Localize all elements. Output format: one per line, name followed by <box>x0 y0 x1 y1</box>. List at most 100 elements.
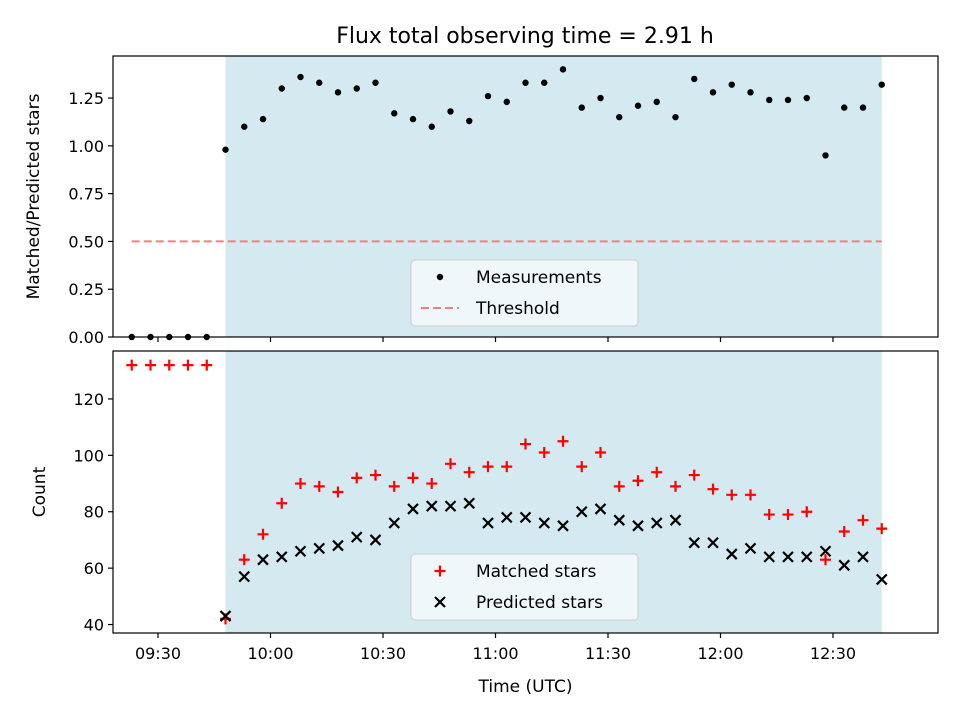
measurement-point <box>484 92 492 100</box>
predicted-star-point <box>257 553 269 566</box>
measurement-point <box>409 115 417 123</box>
predicted-star-point <box>425 500 438 512</box>
matched-star-point <box>482 461 494 473</box>
matched-star-point <box>651 466 663 478</box>
matched-star-point <box>163 359 175 371</box>
predicted-star-point <box>688 536 701 549</box>
measurement-point <box>728 81 735 88</box>
measurement-point <box>316 79 323 86</box>
count-legend: Matched stars Predicted stars <box>410 553 639 621</box>
measurement-point <box>578 104 585 111</box>
measurement-point <box>278 85 285 92</box>
measurement-point <box>353 85 360 92</box>
predicted-star-point <box>744 542 757 555</box>
predicted-star-point <box>782 551 794 563</box>
count-marks <box>126 359 888 625</box>
measurement-point <box>859 104 867 111</box>
measurement-point <box>784 96 792 104</box>
matched-star-point <box>857 514 869 526</box>
matched-star-point <box>445 458 456 470</box>
matched-star-point <box>520 438 531 450</box>
y-tick-label: 100 <box>73 446 104 465</box>
x-tick-label: 12:00 <box>697 644 743 663</box>
predicted-star-point <box>800 551 813 563</box>
predicted-star-point <box>575 505 588 518</box>
measurement-point <box>672 113 679 121</box>
ratio-legend: Measurements Threshold <box>410 259 639 327</box>
matched-star-point <box>707 483 719 495</box>
legend-marker <box>434 565 446 577</box>
x-tick-label: 11:30 <box>585 644 631 663</box>
count-x-axis: 09:30 10:00 10:30 11:00 11:30 12:00 12:30 <box>135 633 856 663</box>
legend-marker <box>434 596 446 608</box>
ratio-axes-frame <box>112 55 939 338</box>
legend-box <box>410 259 639 327</box>
count-y-axis: 40 60 80 100 120 <box>73 390 113 635</box>
matched-star-point <box>426 478 438 490</box>
matched-star-point <box>313 480 325 492</box>
matched-star-point <box>126 359 138 371</box>
measurement-point <box>822 152 829 159</box>
matched-star-point <box>576 461 588 473</box>
count-y-label: Count <box>30 466 50 517</box>
matched-star-point <box>145 359 156 371</box>
y-tick-label: 60 <box>84 559 104 578</box>
predicted-star-point <box>669 514 682 526</box>
legend-box <box>410 553 639 621</box>
matched-star-point <box>463 466 475 478</box>
matched-star-point <box>295 478 306 490</box>
measurement-point <box>222 146 229 153</box>
predicted-star-point <box>819 545 832 557</box>
matched-star-point <box>276 497 288 509</box>
predicted-star-point <box>613 514 626 526</box>
matched-star-point <box>726 489 738 501</box>
matched-star-point <box>595 447 606 459</box>
x-tick-label: 10:30 <box>360 644 406 663</box>
ratio-x-axis <box>157 337 834 342</box>
matched-star-point <box>801 506 813 518</box>
predicted-star-point <box>275 551 288 563</box>
matched-star-point <box>613 480 625 492</box>
measurement-point <box>428 123 435 130</box>
x-tick-label: 10:00 <box>247 644 293 663</box>
measurement-point <box>391 110 398 117</box>
matched-star-point <box>632 475 644 487</box>
matched-star-point <box>501 461 513 473</box>
matched-star-point <box>238 554 250 566</box>
predicted-star-point <box>875 573 888 586</box>
matched-star-point <box>388 480 400 492</box>
count-axes-frame <box>112 350 939 634</box>
matched-star-point <box>201 359 213 371</box>
matched-star-point <box>332 486 344 498</box>
x-tick-label: 12:30 <box>810 644 856 663</box>
measurement-point <box>541 79 548 86</box>
predicted-star-point <box>332 539 344 552</box>
predicted-star-point <box>857 551 869 563</box>
predicted-star-point <box>482 517 494 529</box>
measurement-point <box>616 113 623 121</box>
measurement-point <box>503 98 510 106</box>
predicted-star-point <box>707 536 719 549</box>
measurement-point <box>559 66 567 73</box>
predicted-star-point <box>294 545 307 557</box>
predicted-star-point <box>538 517 551 529</box>
predicted-star-point <box>463 497 476 510</box>
predicted-star-point <box>444 500 457 512</box>
y-tick-label: 40 <box>84 616 104 635</box>
matched-star-point <box>876 523 888 535</box>
y-tick-label: 0.00 <box>68 328 104 347</box>
predicted-star-point <box>388 517 401 529</box>
matched-star-point <box>820 554 831 566</box>
measurement-point <box>241 123 248 130</box>
predicted-star-point <box>369 534 382 546</box>
measurement-point <box>709 89 717 96</box>
ratio-y-axis: 0.00 0.25 0.50 0.75 1.00 1.25 <box>68 89 113 347</box>
measurement-point <box>766 96 773 104</box>
measurement-point <box>297 73 304 81</box>
chart-title: Flux total observing time = 2.91 h <box>336 24 714 49</box>
predicted-star-point <box>238 570 251 583</box>
predicted-star-point <box>407 503 419 515</box>
predicted-star-point <box>219 610 232 622</box>
matched-star-point <box>557 435 569 447</box>
